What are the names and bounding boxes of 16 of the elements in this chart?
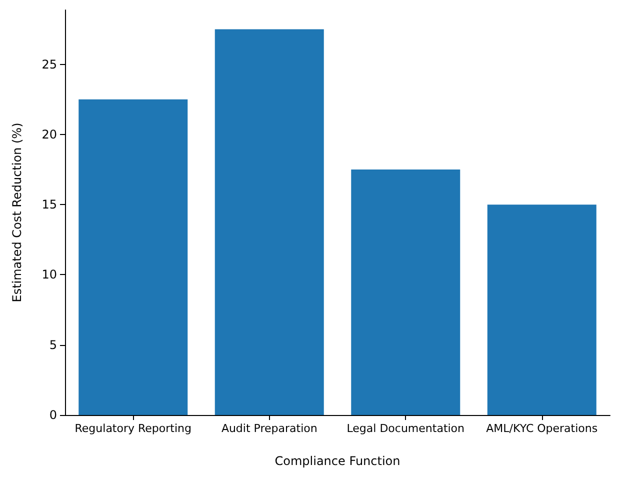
y-tick-label: 15 — [42, 198, 57, 212]
y-tick-label: 0 — [49, 408, 57, 422]
y-tick-label: 10 — [42, 268, 57, 282]
y-tick-label: 5 — [49, 338, 57, 352]
y-tick-label: 20 — [42, 127, 57, 142]
x-tick-label: AML/KYC Operations — [486, 422, 598, 435]
bar — [78, 99, 188, 415]
bar — [214, 29, 324, 415]
x-axis-title: Compliance Function — [274, 454, 400, 468]
bar — [487, 204, 596, 415]
x-tick-label: Legal Documentation — [346, 422, 465, 435]
x-tick-label: Audit Preparation — [221, 422, 318, 435]
bar — [351, 170, 460, 415]
x-tick-label: Regulatory Reporting — [74, 422, 192, 435]
y-axis-title: Estimated Cost Reduction (%) — [10, 122, 24, 302]
y-tick-label: 25 — [42, 57, 57, 72]
